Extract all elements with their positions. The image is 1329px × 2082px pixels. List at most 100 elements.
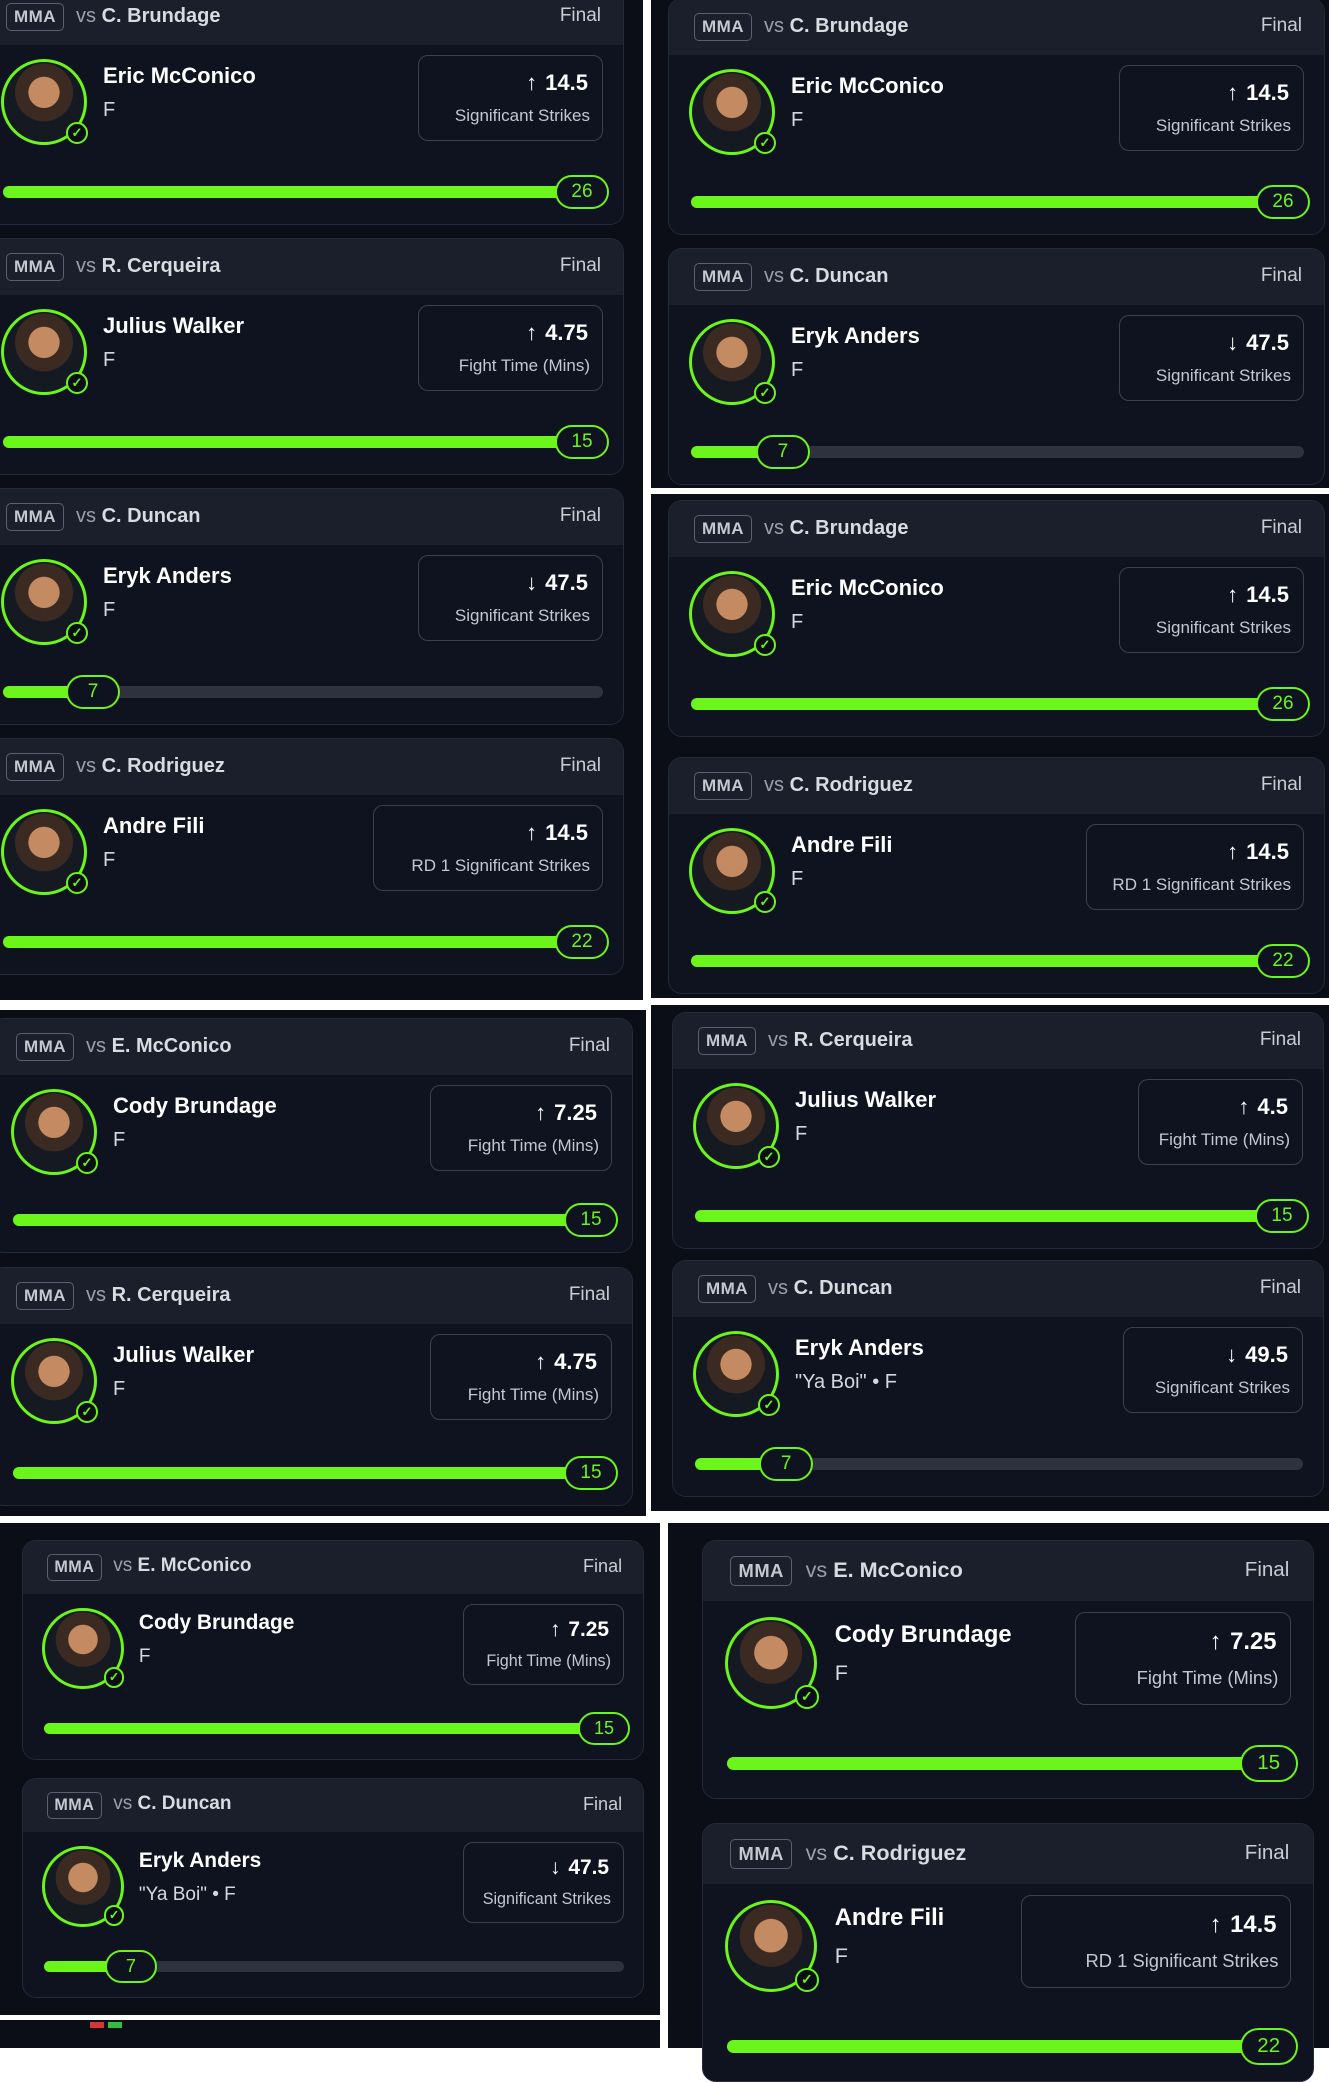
projection-line: ↑ 14.5 [1227, 80, 1289, 106]
player-avatar: ✓ [1, 309, 88, 395]
result-pill: 7 [66, 675, 120, 709]
card-header: MMA vs C. Brundage Final [0, 0, 623, 45]
projection-line: ↑ 14.5 [1210, 1911, 1277, 1939]
vs-prefix: vs [764, 265, 784, 287]
opponent-name: C. Duncan [137, 1793, 232, 1815]
vs-prefix: vs [113, 1555, 133, 1577]
game-status: Final [568, 1284, 610, 1305]
progress-fill [3, 186, 603, 198]
pick-card[interactable]: MMA vs R. Cerqueira Final ✓ Julius Walker F ↑ 4… [672, 1012, 1324, 1249]
stat-type: Fight Time (Mins) [1136, 1667, 1279, 1689]
opponent-name: C. Duncan [789, 265, 889, 287]
arrow-down-icon: ↓ [1227, 330, 1239, 355]
pick-card[interactable]: MMA vs R. Cerqueira Final ✓ Julius Walker F ↑ 4… [0, 1267, 633, 1506]
pick-card[interactable]: MMA vs C. Rodriguez Final ✓ Andre Fili F ↑ 14.5… [668, 757, 1325, 994]
line-value: 14.5 [545, 70, 588, 95]
check-circle-icon: ✓ [103, 1905, 125, 1927]
matchup: vs R. Cerqueira [86, 1280, 231, 1310]
player-position: "Ya Boi" • F [795, 1371, 897, 1393]
line-value: 7.25 [1230, 1628, 1277, 1656]
projection-line: ↓ 49.5 [1226, 1342, 1288, 1368]
vs-prefix: vs [86, 1284, 106, 1306]
line-value: 47.5 [1246, 330, 1289, 355]
player-avatar: ✓ [689, 571, 776, 657]
progress-fill [3, 436, 603, 448]
line-value: 47.5 [545, 570, 588, 595]
player-position: F [834, 1942, 848, 1968]
player-position: F [103, 99, 116, 121]
sport-badge: MMA [694, 515, 752, 543]
result-pill: 7 [755, 435, 810, 469]
matchup: vs C. Duncan [764, 261, 888, 291]
player-name: Eryk Anders [103, 563, 232, 588]
pick-card[interactable]: MMA vs C. Brundage Final ✓ Eric McConico F ↑ 14… [668, 500, 1325, 737]
projection-line: ↑ 14.5 [1227, 582, 1289, 608]
result-pill: 22 [1239, 2028, 1298, 2065]
player-avatar: ✓ [11, 1089, 98, 1175]
stat-line-box: ↑ 7.25 Fight Time (Mins) [1075, 1612, 1292, 1706]
pick-card[interactable]: MMA vs E. McConico Final ✓ Cody Brundage F ↑ 7.… [22, 1540, 644, 1760]
player-avatar: ✓ [1, 559, 88, 645]
progress-track [726, 1756, 1292, 1770]
progress-track [726, 2039, 1292, 2053]
check-circle-icon: ✓ [795, 1967, 819, 1992]
opponent-name: C. Duncan [101, 505, 201, 527]
sport-badge: MMA [730, 1839, 793, 1870]
progress-track [691, 955, 1304, 967]
result-pill: 15 [1255, 1199, 1309, 1233]
card-header: MMA vs C. Duncan Final [669, 249, 1324, 305]
matchup: vs E. McConico [86, 1031, 232, 1061]
matchup: vs C. Brundage [764, 11, 908, 41]
card-header: MMA vs C. Rodriguez Final [703, 1824, 1313, 1885]
game-status: Final [559, 5, 601, 26]
projection-line: ↑ 7.25 [550, 1618, 609, 1642]
card-header: MMA vs E. McConico Final [0, 1019, 632, 1075]
pick-card[interactable]: MMA vs C. Duncan Final ✓ Eryk Anders "Ya Boi"… [22, 1778, 644, 1998]
stat-type: Fight Time (Mins) [467, 1136, 599, 1155]
pick-card[interactable]: MMA vs C. Rodriguez Final ✓ Andre Fili F ↑ 14.5… [0, 738, 624, 975]
progress-track [695, 1210, 1303, 1222]
player-avatar: ✓ [1, 809, 88, 895]
player-position: "Ya Boi" • F [138, 1883, 236, 1905]
pick-card[interactable]: MMA vs E. McConico Final ✓ Cody Brundage F ↑ 7.… [702, 1540, 1314, 1799]
check-circle-icon: ✓ [754, 132, 776, 154]
matchup: vs R. Cerqueira [76, 251, 221, 281]
stat-line-box: ↑ 7.25 Fight Time (Mins) [462, 1603, 624, 1686]
player-avatar: ✓ [689, 69, 776, 155]
stat-line-box: ↓ 47.5 Significant Strikes [462, 1841, 624, 1924]
vs-prefix: vs [764, 517, 784, 539]
pick-card[interactable]: MMA vs C. Brundage Final ✓ Eric McConico F ↑ 14… [0, 0, 624, 225]
player-name: Andre Fili [834, 1903, 945, 1931]
stat-line-box: ↑ 14.5 Significant Strikes [418, 55, 603, 141]
stat-line-box: ↑ 7.25 Fight Time (Mins) [430, 1085, 612, 1171]
progress-fill [691, 196, 1304, 208]
matchup: vs C. Rodriguez [76, 751, 225, 781]
projection-line: ↑ 4.75 [526, 320, 588, 346]
sport-badge: MMA [46, 1554, 102, 1581]
vs-prefix: vs [764, 15, 784, 37]
card-header: MMA vs E. McConico Final [23, 1541, 643, 1595]
sport-badge: MMA [694, 13, 752, 41]
card-header: MMA vs E. McConico Final [703, 1541, 1313, 1602]
progress-track [13, 1467, 612, 1479]
opponent-name: C. Duncan [793, 1277, 893, 1299]
pick-card[interactable]: MMA vs C. Duncan Final ✓ Eryk Anders F ↓ 47.5 Si… [668, 248, 1325, 485]
progress-fill [726, 1756, 1292, 1770]
pick-card[interactable]: MMA vs R. Cerqueira Final ✓ Julius Walker F ↑ 4… [0, 238, 624, 475]
pick-card[interactable]: MMA vs C. Duncan Final ✓ Eryk Anders F ↓ 47.5 Si… [0, 488, 624, 725]
sport-badge: MMA [16, 1033, 74, 1061]
line-value: 4.75 [545, 320, 588, 345]
projection-line: ↑ 14.5 [526, 820, 588, 846]
pick-card[interactable]: MMA vs C. Rodriguez Final ✓ Andre Fili F ↑ 14.5… [702, 1823, 1314, 2082]
pick-card[interactable]: MMA vs E. McConico Final ✓ Cody Brundage F ↑ 7.… [0, 1018, 633, 1253]
player-name: Eric McConico [103, 63, 256, 88]
arrow-up-icon: ↑ [1209, 1911, 1222, 1939]
progress-fill [691, 955, 1304, 967]
game-status: Final [559, 755, 601, 776]
check-circle-icon: ✓ [66, 122, 88, 144]
game-status: Final [1260, 15, 1302, 36]
vs-prefix: vs [113, 1793, 133, 1815]
pick-card[interactable]: MMA vs C. Brundage Final ✓ Eric McConico F ↑ 14… [668, 0, 1325, 235]
pick-card[interactable]: MMA vs C. Duncan Final ✓ Eryk Anders "Ya Boi"… [672, 1260, 1324, 1497]
sport-badge: MMA [16, 1282, 74, 1310]
